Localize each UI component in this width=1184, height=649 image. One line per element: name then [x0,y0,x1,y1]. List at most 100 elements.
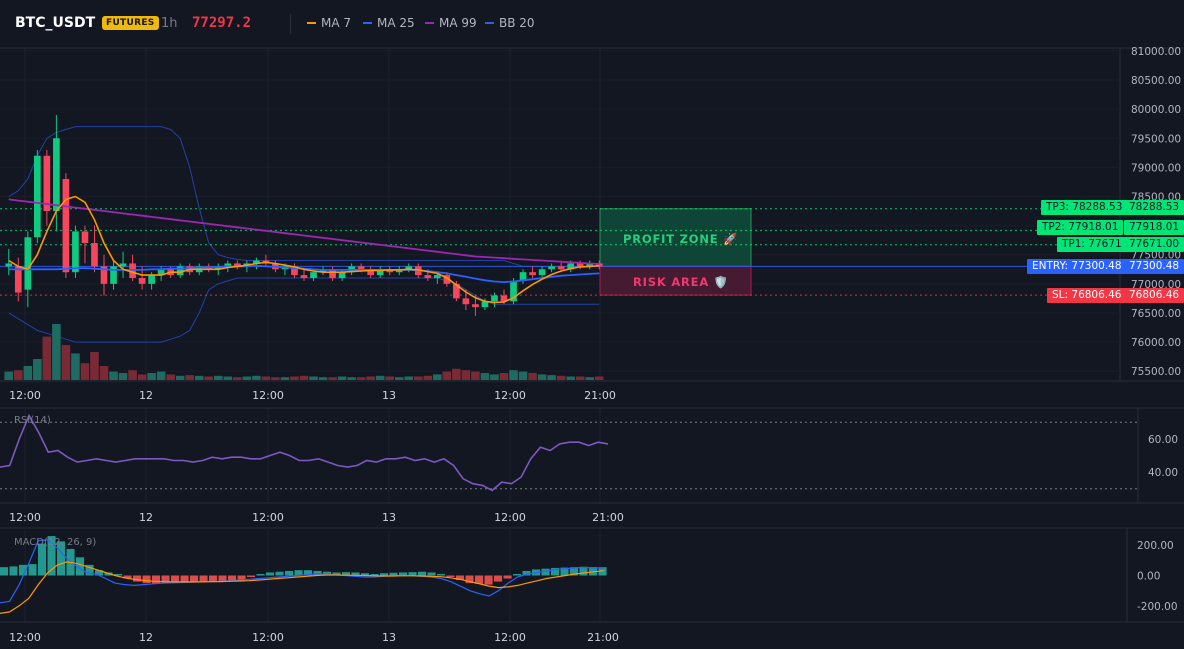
candle-body [34,155,41,238]
entry-tag: ENTRY: 77300.48 [1027,259,1127,274]
candle-body [53,138,60,212]
macd-hist-bar [171,575,180,584]
bb20-swatch-icon [485,22,494,24]
moving-averages [8,195,600,304]
time-tick-macd: 12:00 [252,631,284,644]
tp2-tag: TP2: 77918.01 [1037,220,1124,235]
volume-bar [71,353,80,380]
macd-hist-bar [247,575,256,578]
volume-bar [575,376,585,380]
volume-bar [299,375,309,380]
price-tick: 80500.00 [1131,75,1181,87]
time-tick-main: 12:00 [9,389,41,402]
volume-bar [442,371,452,380]
trade-zones [599,208,752,296]
price-tick: 76000.00 [1131,337,1181,349]
symbol-name[interactable]: BTC_USDT [15,15,96,31]
entry-axis-tag: 77300.48 [1124,259,1184,274]
macd-hist-bar [399,572,408,576]
macd-hist-bar [152,575,161,584]
sl-axis-tag: 76806.46 [1124,288,1184,303]
volume-bar [585,377,594,380]
time-tick-rsi: 12:00 [9,511,41,524]
volume-bar [33,359,42,380]
volume-bar [337,376,347,380]
legend-bb20[interactable]: BB 20 [485,16,535,30]
candle-body [214,266,222,270]
macd-hist-bar [57,541,66,576]
macd-tick: 200.00 [1137,540,1174,552]
time-axes: 12:00 12:00 12:00 12 12 12 12:00 12:00 12:00 13 13… [9,389,624,644]
volume-bar [461,370,471,380]
rsi-tick: 40.00 [1148,467,1178,479]
time-tick-main: 12:00 [252,389,284,402]
macd-hist-bar [266,572,275,576]
bollinger-bands [8,126,600,343]
legend-ma7[interactable]: MA 7 [307,16,351,30]
candle-body [43,155,51,212]
macd-hist-bar [114,573,123,576]
volume-bar [118,373,128,380]
volume-bar [537,374,547,380]
volume-bar [433,374,442,380]
candle-body [519,272,527,281]
volume-bar [490,374,499,380]
macd-hist-bar [95,570,104,576]
time-tick-main: 13 [382,389,396,402]
candle-body [548,266,555,270]
macd-hist-bar [38,543,47,576]
time-tick-macd: 12 [139,631,153,644]
chart-grid [0,47,1184,623]
volume-bar [404,376,414,380]
time-tick-macd: 12:00 [9,631,41,644]
macd-hist-bar [446,575,455,578]
macd-hist-bar [28,564,37,576]
volume-bar [185,375,194,380]
volume-bar [318,377,328,380]
timeframe-selector[interactable]: 1h [161,16,178,31]
rsi-label: RSI(14) [14,415,51,426]
candle-body [24,237,32,290]
risk-area-box [599,265,752,296]
candlesticks [5,114,603,316]
time-tick-macd: 21:00 [587,631,619,644]
volume-bar [356,377,366,380]
macd-hist-bar [332,572,341,576]
macd-hist-bar [0,567,9,576]
time-tick-main: 12:00 [494,389,526,402]
ma7-line [8,195,600,304]
macd-hist-bar [484,575,493,585]
macd-hist-bar [427,572,436,576]
last-price: 77297.2 [192,15,252,31]
volume-bar [214,375,223,380]
tp3-tag: TP3: 78288.53 [1041,200,1128,215]
macd-hist-bar [370,573,379,576]
candle-body [110,266,117,284]
level-lines [0,208,1120,296]
macd-hist-bar [313,570,322,576]
candle-body [91,243,98,267]
rsi-pane: 60.00 40.00 [0,413,1178,492]
candle-body [100,266,108,284]
volume-bar [80,363,90,380]
legend-ma25[interactable]: MA 25 [363,16,415,30]
volume-bar [166,374,175,380]
volume-bar [109,371,118,380]
volume-bar [499,373,509,380]
legend-ma7-label: MA 7 [321,16,352,30]
volume-bar [233,377,242,380]
volume-bar [137,374,147,380]
candle-body [367,269,374,276]
macd-hist-bar [551,567,560,576]
candle-body [376,269,384,276]
legend-ma99[interactable]: MA 99 [425,16,477,30]
candle-body [253,260,260,264]
volume-bar [518,371,528,380]
volume-bar [528,373,537,380]
candle-body [538,269,546,276]
volume-bar [280,377,290,380]
price-tick: 77500.00 [1131,250,1181,262]
candle-body [424,275,432,279]
volume-bar [385,376,394,380]
